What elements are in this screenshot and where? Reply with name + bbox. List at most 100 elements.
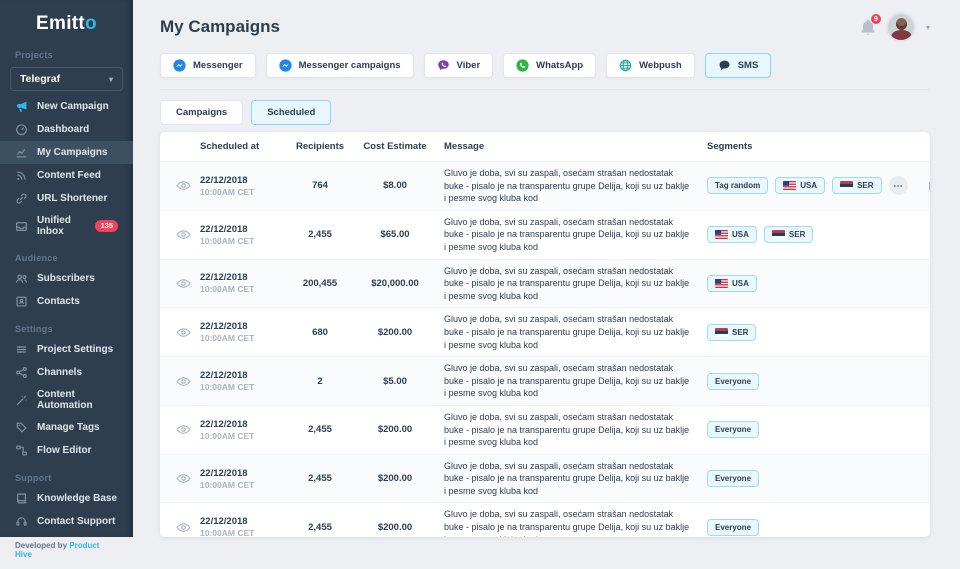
users-icon bbox=[15, 272, 28, 285]
scheduled-at-cell: 22/12/2018 10:00AM CET bbox=[200, 370, 290, 392]
sidebar-item-content-feed[interactable]: Content Feed bbox=[0, 164, 133, 187]
col-recipients: Recipients bbox=[295, 141, 345, 152]
view-campaign-eye-icon[interactable] bbox=[176, 178, 191, 193]
sliders-icon bbox=[15, 343, 28, 356]
sidebar-item-label: Flow Editor bbox=[37, 445, 92, 456]
sidebar-item-my-campaigns[interactable]: My Campaigns bbox=[0, 141, 133, 164]
view-campaign-eye-icon[interactable] bbox=[176, 374, 191, 389]
segments-cell: Everyone bbox=[702, 372, 914, 390]
user-avatar[interactable] bbox=[885, 12, 916, 42]
channel-button-messenger[interactable]: Messenger bbox=[160, 53, 256, 78]
sidebar-item-label: Unified Inbox bbox=[37, 215, 71, 237]
sidebar-item-content-automation[interactable]: Content Automation bbox=[0, 384, 133, 416]
sidebar-item-subscribers[interactable]: Subscribers bbox=[0, 267, 133, 290]
sidebar-item-new-campaign[interactable]: New Campaign bbox=[0, 95, 133, 118]
col-message: Message bbox=[444, 141, 485, 152]
sidebar-item-knowledge-base[interactable]: Knowledge Base bbox=[0, 487, 133, 510]
sidebar-item-flow-editor[interactable]: Flow Editor bbox=[0, 439, 133, 462]
flow-icon bbox=[15, 444, 28, 457]
sidebar-item-channels[interactable]: Channels bbox=[0, 361, 133, 384]
sidebar-section-audience: Audience bbox=[15, 253, 58, 263]
cost-estimate-cell: $20,000.00 bbox=[371, 277, 419, 289]
developed-by-text: Developed by bbox=[15, 541, 68, 550]
campaign-row: 22/12/2018 10:00AM CET 2,455 $200.00 Gluvo j… bbox=[160, 454, 930, 504]
sidebar-item-dashboard[interactable]: Dashboard bbox=[0, 118, 133, 141]
scheduled-at-cell: 22/12/2018 10:00AM CET bbox=[200, 468, 290, 490]
sidebar-item-contacts[interactable]: Contacts bbox=[0, 290, 133, 313]
sidebar-item-url-shortener[interactable]: URL Shortener bbox=[0, 187, 133, 210]
sidebar-item-unified-inbox[interactable]: Unified Inbox 135 bbox=[0, 210, 133, 242]
channel-filter-row: Messenger Messenger campaigns Viber WhatsAp… bbox=[160, 53, 930, 90]
view-campaign-eye-icon[interactable] bbox=[176, 471, 191, 486]
sidebar-item-label: Project Settings bbox=[37, 344, 114, 355]
channel-button-messenger-campaigns[interactable]: Messenger campaigns bbox=[265, 53, 414, 78]
segment-pill-everyone: Everyone bbox=[707, 372, 760, 390]
channel-button-webpush[interactable]: Webpush bbox=[606, 53, 695, 78]
flag-us-icon bbox=[783, 181, 797, 191]
sidebar-footer: Developed by Product Hive bbox=[0, 533, 133, 569]
project-select[interactable]: Telegraf ▾ bbox=[10, 67, 123, 91]
view-campaign-eye-icon[interactable] bbox=[176, 422, 191, 437]
inbox-icon bbox=[15, 220, 28, 233]
emitto-logo: Emitto bbox=[0, 0, 133, 39]
channel-button-sms[interactable]: SMS bbox=[704, 53, 772, 78]
cost-estimate-cell: $200.00 bbox=[377, 326, 413, 338]
view-campaign-eye-icon[interactable] bbox=[176, 276, 191, 291]
sidebar-section-projects: Projects bbox=[15, 50, 53, 60]
channel-button-viber[interactable]: Viber bbox=[423, 53, 494, 78]
table-header-row: Scheduled at Recipients Cost Estimate Me… bbox=[160, 132, 930, 162]
channel-label: Messenger campaigns bbox=[298, 60, 401, 71]
view-campaign-eye-icon[interactable] bbox=[176, 227, 191, 242]
edit-campaign-icon[interactable] bbox=[928, 179, 930, 192]
flag-us-icon bbox=[715, 279, 728, 288]
tab-scheduled[interactable]: Scheduled bbox=[251, 100, 332, 125]
segment-pill-ser: SER bbox=[763, 226, 814, 244]
headset-icon bbox=[15, 515, 28, 528]
tab-campaigns[interactable]: Campaigns bbox=[160, 100, 244, 125]
recipients-cell: 2 bbox=[317, 375, 323, 387]
scheduled-date: 22/12/2018 bbox=[200, 418, 248, 430]
scheduled-at-cell: 22/12/2018 10:00AM CET bbox=[200, 175, 290, 197]
cost-estimate-cell: $65.00 bbox=[380, 229, 410, 241]
channel-label: SMS bbox=[737, 60, 759, 71]
sidebar-item-label: New Campaign bbox=[37, 101, 109, 112]
channel-button-whatsapp[interactable]: WhatsApp bbox=[503, 53, 597, 78]
message-cell: Gluvo je doba, svi su zaspali, osećam st… bbox=[444, 363, 690, 399]
sidebar-item-label: Contacts bbox=[37, 296, 80, 307]
scheduled-at-cell: 22/12/2018 10:00AM CET bbox=[200, 321, 290, 343]
sidebar-item-label: Knowledge Base bbox=[37, 493, 118, 504]
campaign-row: 22/12/2018 10:00AM CET 200,455 $20,000.00 Gl… bbox=[160, 259, 930, 309]
megaphone-icon bbox=[15, 100, 28, 113]
notifications-bell-icon[interactable]: 9 bbox=[860, 13, 882, 36]
scheduled-date: 22/12/2018 bbox=[200, 467, 248, 479]
scheduled-time: 10:00AM CET bbox=[200, 284, 255, 295]
more-segments-ellipsis-icon[interactable] bbox=[888, 176, 908, 196]
recipients-cell: 2,455 bbox=[308, 473, 332, 485]
segment-pill-usa: USA bbox=[775, 177, 826, 195]
view-campaign-eye-icon[interactable] bbox=[176, 325, 191, 340]
cost-estimate-cell: $5.00 bbox=[383, 375, 407, 387]
sidebar-item-label: Contact Support bbox=[37, 516, 116, 527]
channel-label: WhatsApp bbox=[536, 60, 584, 71]
flag-us-icon bbox=[715, 230, 728, 240]
project-select-value: Telegraf bbox=[20, 73, 61, 85]
segments-cell: USA bbox=[702, 274, 914, 292]
campaign-row: 22/12/2018 10:00AM CET 764 $8.00 Gluvo je do… bbox=[160, 162, 930, 211]
cost-estimate-cell: $8.00 bbox=[383, 180, 407, 192]
campaign-row: 22/12/2018 10:00AM CET 2 $5.00 Gluvo je doba… bbox=[160, 357, 930, 406]
scheduled-at-cell: 22/12/2018 10:00AM CET bbox=[200, 272, 290, 294]
segments-cell: Everyone bbox=[702, 421, 914, 439]
segments-cell: Everyone bbox=[702, 518, 914, 536]
segment-label: SER bbox=[857, 181, 874, 191]
view-campaign-eye-icon[interactable] bbox=[176, 520, 191, 535]
segments-cell: USA SER bbox=[702, 226, 914, 244]
recipients-cell: 2,455 bbox=[308, 229, 332, 241]
recipients-cell: 680 bbox=[312, 326, 328, 338]
user-menu-caret-icon[interactable]: ▾ bbox=[925, 22, 930, 32]
segment-pill-usa: USA bbox=[707, 274, 757, 292]
sidebar-item-project-settings[interactable]: Project Settings bbox=[0, 338, 133, 361]
flag-rs-icon bbox=[840, 181, 854, 191]
message-cell: Gluvo je doba, svi su zaspali, osećam st… bbox=[444, 460, 690, 496]
sidebar-item-contact-support[interactable]: Contact Support bbox=[0, 510, 133, 533]
sidebar-item-manage-tags[interactable]: Manage Tags bbox=[0, 416, 133, 439]
